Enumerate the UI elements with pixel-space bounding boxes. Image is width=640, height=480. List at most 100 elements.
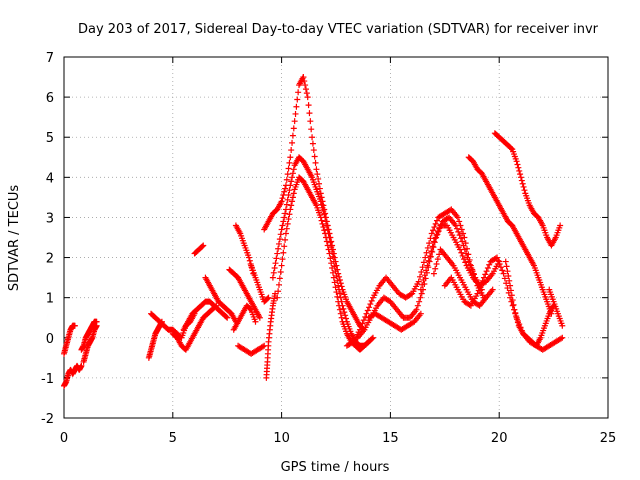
data-point	[247, 305, 254, 312]
data-point	[480, 274, 487, 281]
data-point	[499, 267, 506, 274]
data-point	[326, 250, 333, 257]
data-point	[503, 280, 510, 287]
data-point	[320, 208, 327, 215]
data-point	[324, 226, 331, 233]
data-point	[517, 174, 524, 181]
y-tick-label: 4	[46, 171, 54, 186]
y-axis-label: SDTVAR / TECUs	[7, 185, 22, 292]
x-tick-label: 0	[60, 431, 68, 446]
data-point	[283, 176, 290, 183]
data-point	[475, 301, 482, 308]
data-point	[272, 290, 279, 297]
data-point	[369, 334, 376, 341]
series-arc-30	[546, 286, 566, 329]
data-point	[454, 214, 461, 221]
data-point	[285, 216, 292, 223]
data-point	[426, 258, 433, 265]
data-point	[323, 222, 330, 229]
data-point	[511, 306, 518, 313]
data-point	[318, 201, 325, 208]
data-point	[275, 245, 282, 252]
series-arc-10	[202, 274, 239, 325]
data-point	[407, 291, 414, 298]
series-arc-3	[78, 318, 100, 353]
data-point	[71, 322, 78, 329]
data-point	[272, 260, 279, 267]
data-point	[305, 102, 312, 109]
data-point	[510, 301, 517, 308]
data-point	[478, 281, 485, 288]
data-point	[427, 253, 434, 260]
data-point	[331, 279, 338, 286]
data-point	[316, 185, 323, 192]
data-point	[288, 202, 295, 209]
data-point	[418, 290, 425, 297]
data-point	[312, 159, 319, 166]
data-point	[321, 227, 328, 234]
series-arc-7	[169, 302, 220, 353]
data-points	[61, 74, 566, 389]
data-point	[318, 217, 325, 224]
data-point	[319, 204, 326, 211]
data-point	[420, 277, 427, 284]
data-point	[444, 215, 451, 222]
data-point	[414, 302, 421, 309]
data-point	[285, 191, 292, 198]
data-point	[423, 249, 430, 256]
data-point	[287, 182, 294, 189]
data-point	[315, 175, 322, 182]
series-arc-14	[230, 302, 259, 333]
data-point	[520, 183, 527, 190]
data-point	[343, 315, 350, 322]
data-point	[494, 254, 501, 261]
data-point	[332, 284, 339, 291]
series-arc-1	[61, 322, 78, 357]
data-point	[432, 265, 439, 272]
data-point	[292, 110, 299, 117]
y-tick-label: -2	[41, 412, 54, 427]
data-point	[336, 277, 343, 284]
data-point	[507, 282, 514, 289]
data-point	[246, 257, 253, 264]
data-point	[516, 167, 523, 174]
data-point	[338, 283, 345, 290]
data-point	[320, 224, 327, 231]
data-point	[557, 222, 564, 229]
data-point	[430, 227, 437, 234]
data-point	[455, 228, 462, 235]
data-point	[506, 277, 513, 284]
data-point	[486, 261, 493, 268]
data-point	[417, 294, 424, 301]
data-point	[497, 264, 504, 271]
data-point	[311, 153, 318, 160]
data-point	[322, 230, 329, 237]
data-point	[288, 147, 295, 154]
series-arc-12	[232, 222, 257, 277]
data-point	[289, 132, 296, 139]
data-point	[337, 310, 344, 317]
data-point	[369, 335, 376, 342]
data-point	[464, 254, 471, 261]
data-point	[302, 86, 309, 93]
data-point	[416, 298, 423, 305]
data-point	[430, 238, 437, 245]
series-arc-24	[417, 222, 503, 293]
data-point	[457, 246, 464, 253]
data-point	[327, 255, 334, 262]
data-point	[335, 298, 342, 305]
data-point	[340, 305, 347, 312]
data-point	[421, 272, 428, 279]
data-point	[495, 257, 502, 264]
data-point	[310, 147, 317, 154]
data-point	[452, 222, 459, 229]
data-point	[338, 314, 345, 321]
data-point	[256, 314, 263, 321]
data-point	[474, 290, 481, 297]
data-point	[430, 244, 437, 251]
data-point	[281, 188, 288, 195]
data-point	[273, 255, 280, 262]
data-point	[295, 89, 302, 96]
data-point	[514, 316, 521, 323]
data-point	[286, 159, 293, 166]
